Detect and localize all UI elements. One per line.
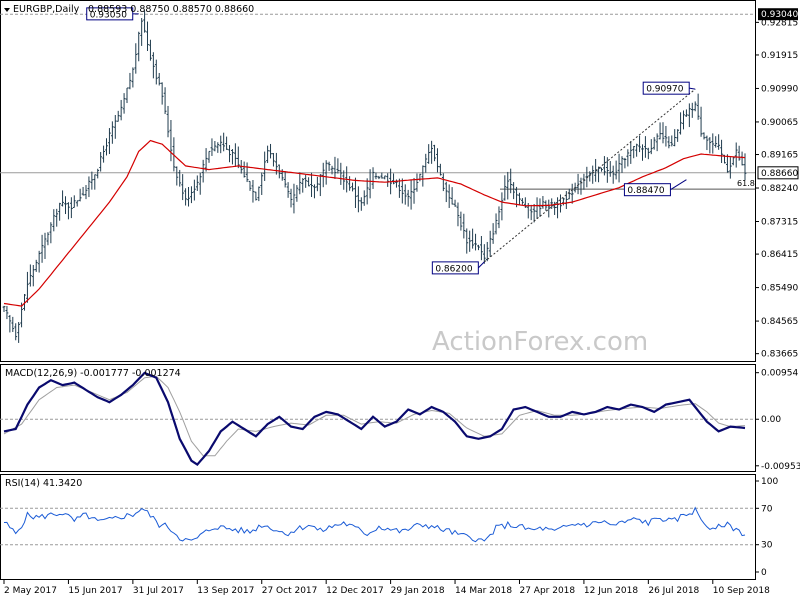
price-axis-label: 0.84565: [761, 317, 798, 327]
rsi-axis-label: 100: [761, 477, 778, 487]
x-axis-label: 29 Jan 2018: [391, 586, 445, 596]
annotation-box: [431, 261, 479, 275]
collapse-arrow-icon[interactable]: [4, 8, 10, 12]
annotation-label: 0.90970: [646, 85, 683, 95]
annotation-leader: [477, 261, 485, 269]
price-axis-label: 0.86415: [761, 250, 798, 260]
x-axis-label: 26 Jul 2018: [648, 586, 699, 596]
price-axis-label: 0.90065: [761, 118, 798, 128]
x-axis-label: 31 Jul 2017: [133, 586, 184, 596]
annotation-leader: [670, 179, 687, 191]
macd-line: [3, 371, 746, 467]
price-axis-label: 0.92815: [761, 18, 798, 28]
macd-layer: 0.00954 0.00 -0.009538: [0, 369, 800, 472]
rsi-layer: 100 70 30 0: [0, 477, 778, 578]
annotation-box: [86, 7, 134, 21]
x-axis-label: 2 May 2017: [4, 586, 57, 596]
top-level-label: 0.93040: [761, 10, 798, 20]
current-price-tag: [757, 166, 799, 180]
fib-label: 61.8: [737, 179, 755, 188]
price-panel-frame: [0, 0, 756, 362]
x-axis-label: 12 Jun 2018: [584, 586, 638, 596]
price-axis-label: 0.91915: [761, 51, 798, 61]
current-price-label: 0.88660: [761, 169, 798, 179]
x-axis-label: 27 Oct 2017: [262, 586, 318, 596]
macd-signal-line: [3, 375, 746, 457]
annotation-label: 0.93050: [90, 10, 127, 20]
macd-title: MACD(12,26,9) -0.001777 -0.001274: [5, 368, 181, 379]
x-axis: 2 May 2017 15 Jun 2017 31 Jul 2017 13 Sep 2…: [3, 580, 770, 596]
x-axis-label: 27 Apr 2018: [519, 586, 575, 596]
price-axis-label: 0.89165: [761, 151, 798, 161]
macd-axis-label: 0.00954: [761, 369, 798, 379]
x-axis-label: 15 Jun 2017: [68, 586, 122, 596]
top-level-tag: [758, 8, 798, 21]
x-axis-label: 14 Mar 2018: [455, 586, 512, 596]
trend-line: [484, 88, 696, 263]
rsi-panel-frame: [0, 474, 756, 580]
macd-axis-label: 0.00: [761, 415, 781, 425]
rsi-axis-label: 30: [761, 541, 773, 551]
price-axis-label: 0.88240: [761, 184, 798, 194]
rsi-axis-label: 70: [761, 504, 773, 514]
price-title: EURGBP,Daily: [13, 4, 80, 15]
rsi-line: [3, 506, 746, 543]
annotation-label: 0.86200: [435, 264, 472, 274]
x-axis-label: 13 Sep 2017: [197, 586, 254, 596]
rsi-axis-label: 0: [761, 568, 767, 578]
macd-panel-frame: [0, 364, 756, 472]
annotation-leader: [689, 87, 696, 90]
price-axis-label: 0.90990: [761, 84, 798, 94]
x-axis-label: 12 Dec 2017: [326, 586, 384, 596]
price-layer: 0.92815 0.91915 0.90990 0.90065 0.89165 0.882…: [0, 7, 799, 360]
annotation-box: [642, 81, 690, 95]
watermark: ActionForex.com: [432, 327, 648, 357]
moving-average-line: [3, 139, 746, 307]
macd-axis-label: -0.009538: [761, 462, 800, 472]
price-axis-label: 0.87315: [761, 218, 798, 228]
x-axis-label: 10 Sep 2018: [713, 586, 770, 596]
price-axis-label: 0.83665: [761, 350, 798, 360]
rsi-title: RSI(14) 41.3420: [5, 478, 82, 489]
ohlc-header: 0.88593 0.88750 0.88570 0.88660: [88, 4, 254, 15]
annotation-label: 0.88470: [627, 186, 664, 196]
annotation-box: [623, 183, 671, 197]
price-axis-label: 0.85490: [761, 284, 798, 294]
